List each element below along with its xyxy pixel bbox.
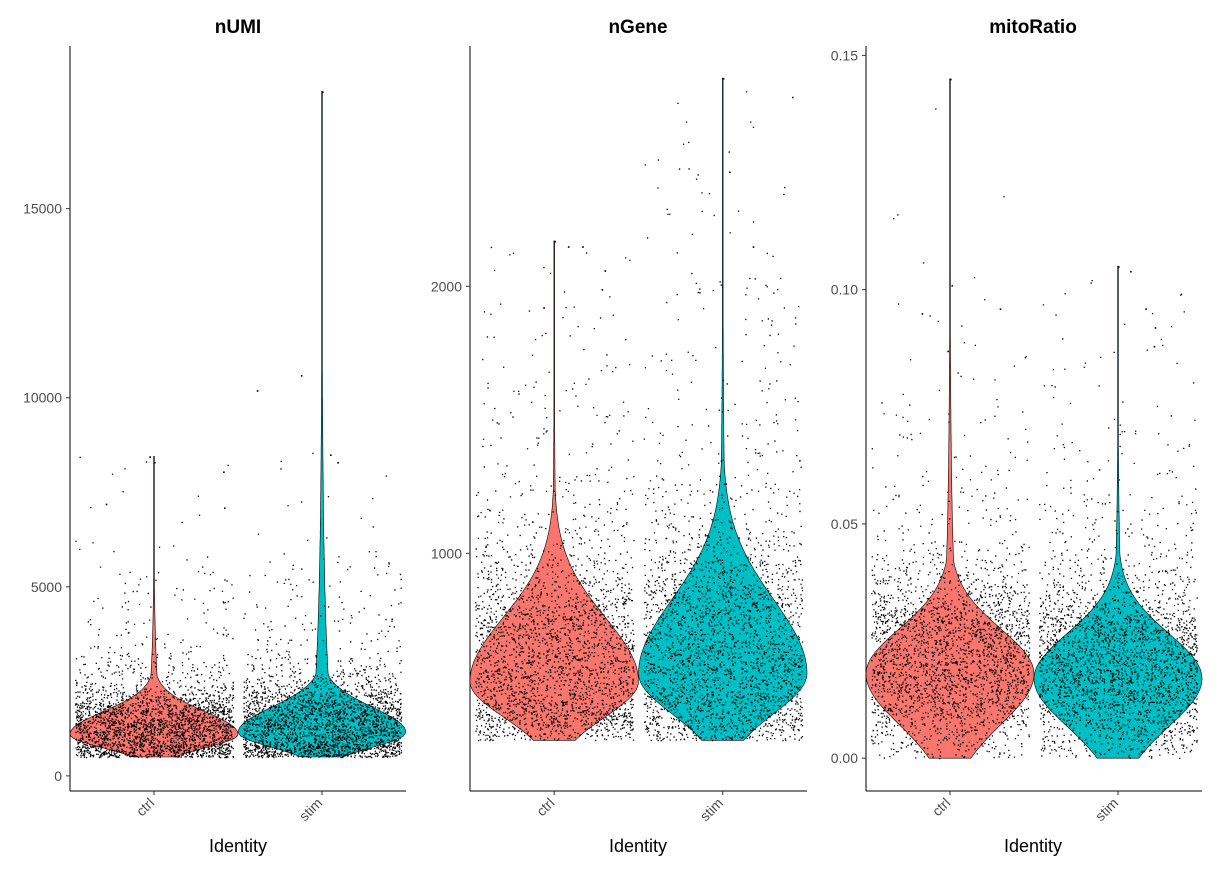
y-tick-label: 15000	[23, 201, 62, 217]
panel-title: nUMI	[215, 17, 261, 38]
y-tick-label: 0.15	[831, 47, 858, 63]
x-axis-title: Identity	[209, 836, 267, 856]
x-axis-title: Identity	[1004, 836, 1062, 856]
y-tick-label: 10000	[23, 390, 62, 406]
cell-points-ctrl	[475, 240, 635, 742]
y-tick-label: 0.05	[831, 516, 858, 532]
y-tick-label: 1000	[431, 545, 462, 561]
x-axis-title: Identity	[609, 836, 667, 856]
y-tick-label: 0.10	[831, 282, 858, 298]
y-tick-label: 0	[54, 768, 62, 784]
y-tick-label: 0.00	[831, 750, 858, 766]
violin-ctrl	[865, 78, 1035, 759]
violin-ctrl	[69, 456, 239, 758]
panel-title: nGene	[608, 17, 667, 38]
y-tick-label: 5000	[31, 579, 62, 595]
y-tick-label: 2000	[431, 278, 462, 294]
cell-points-stim	[1039, 266, 1199, 759]
violin-stim	[638, 77, 808, 741]
violin-stim	[237, 91, 407, 758]
panel-title: mitoRatio	[989, 17, 1077, 38]
